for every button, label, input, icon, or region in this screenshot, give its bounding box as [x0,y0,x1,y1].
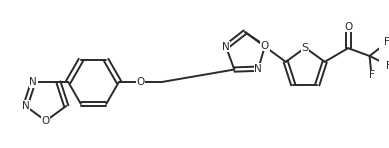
Text: N: N [29,77,37,87]
Text: N: N [222,42,230,52]
Text: F: F [369,70,375,81]
Text: N: N [254,64,262,74]
Text: O: O [136,77,144,87]
Text: F: F [384,37,389,47]
Text: F: F [386,61,389,71]
Text: N: N [21,101,29,111]
Text: O: O [261,41,269,50]
Text: O: O [344,22,352,32]
Text: S: S [302,43,309,53]
Text: O: O [42,116,50,126]
